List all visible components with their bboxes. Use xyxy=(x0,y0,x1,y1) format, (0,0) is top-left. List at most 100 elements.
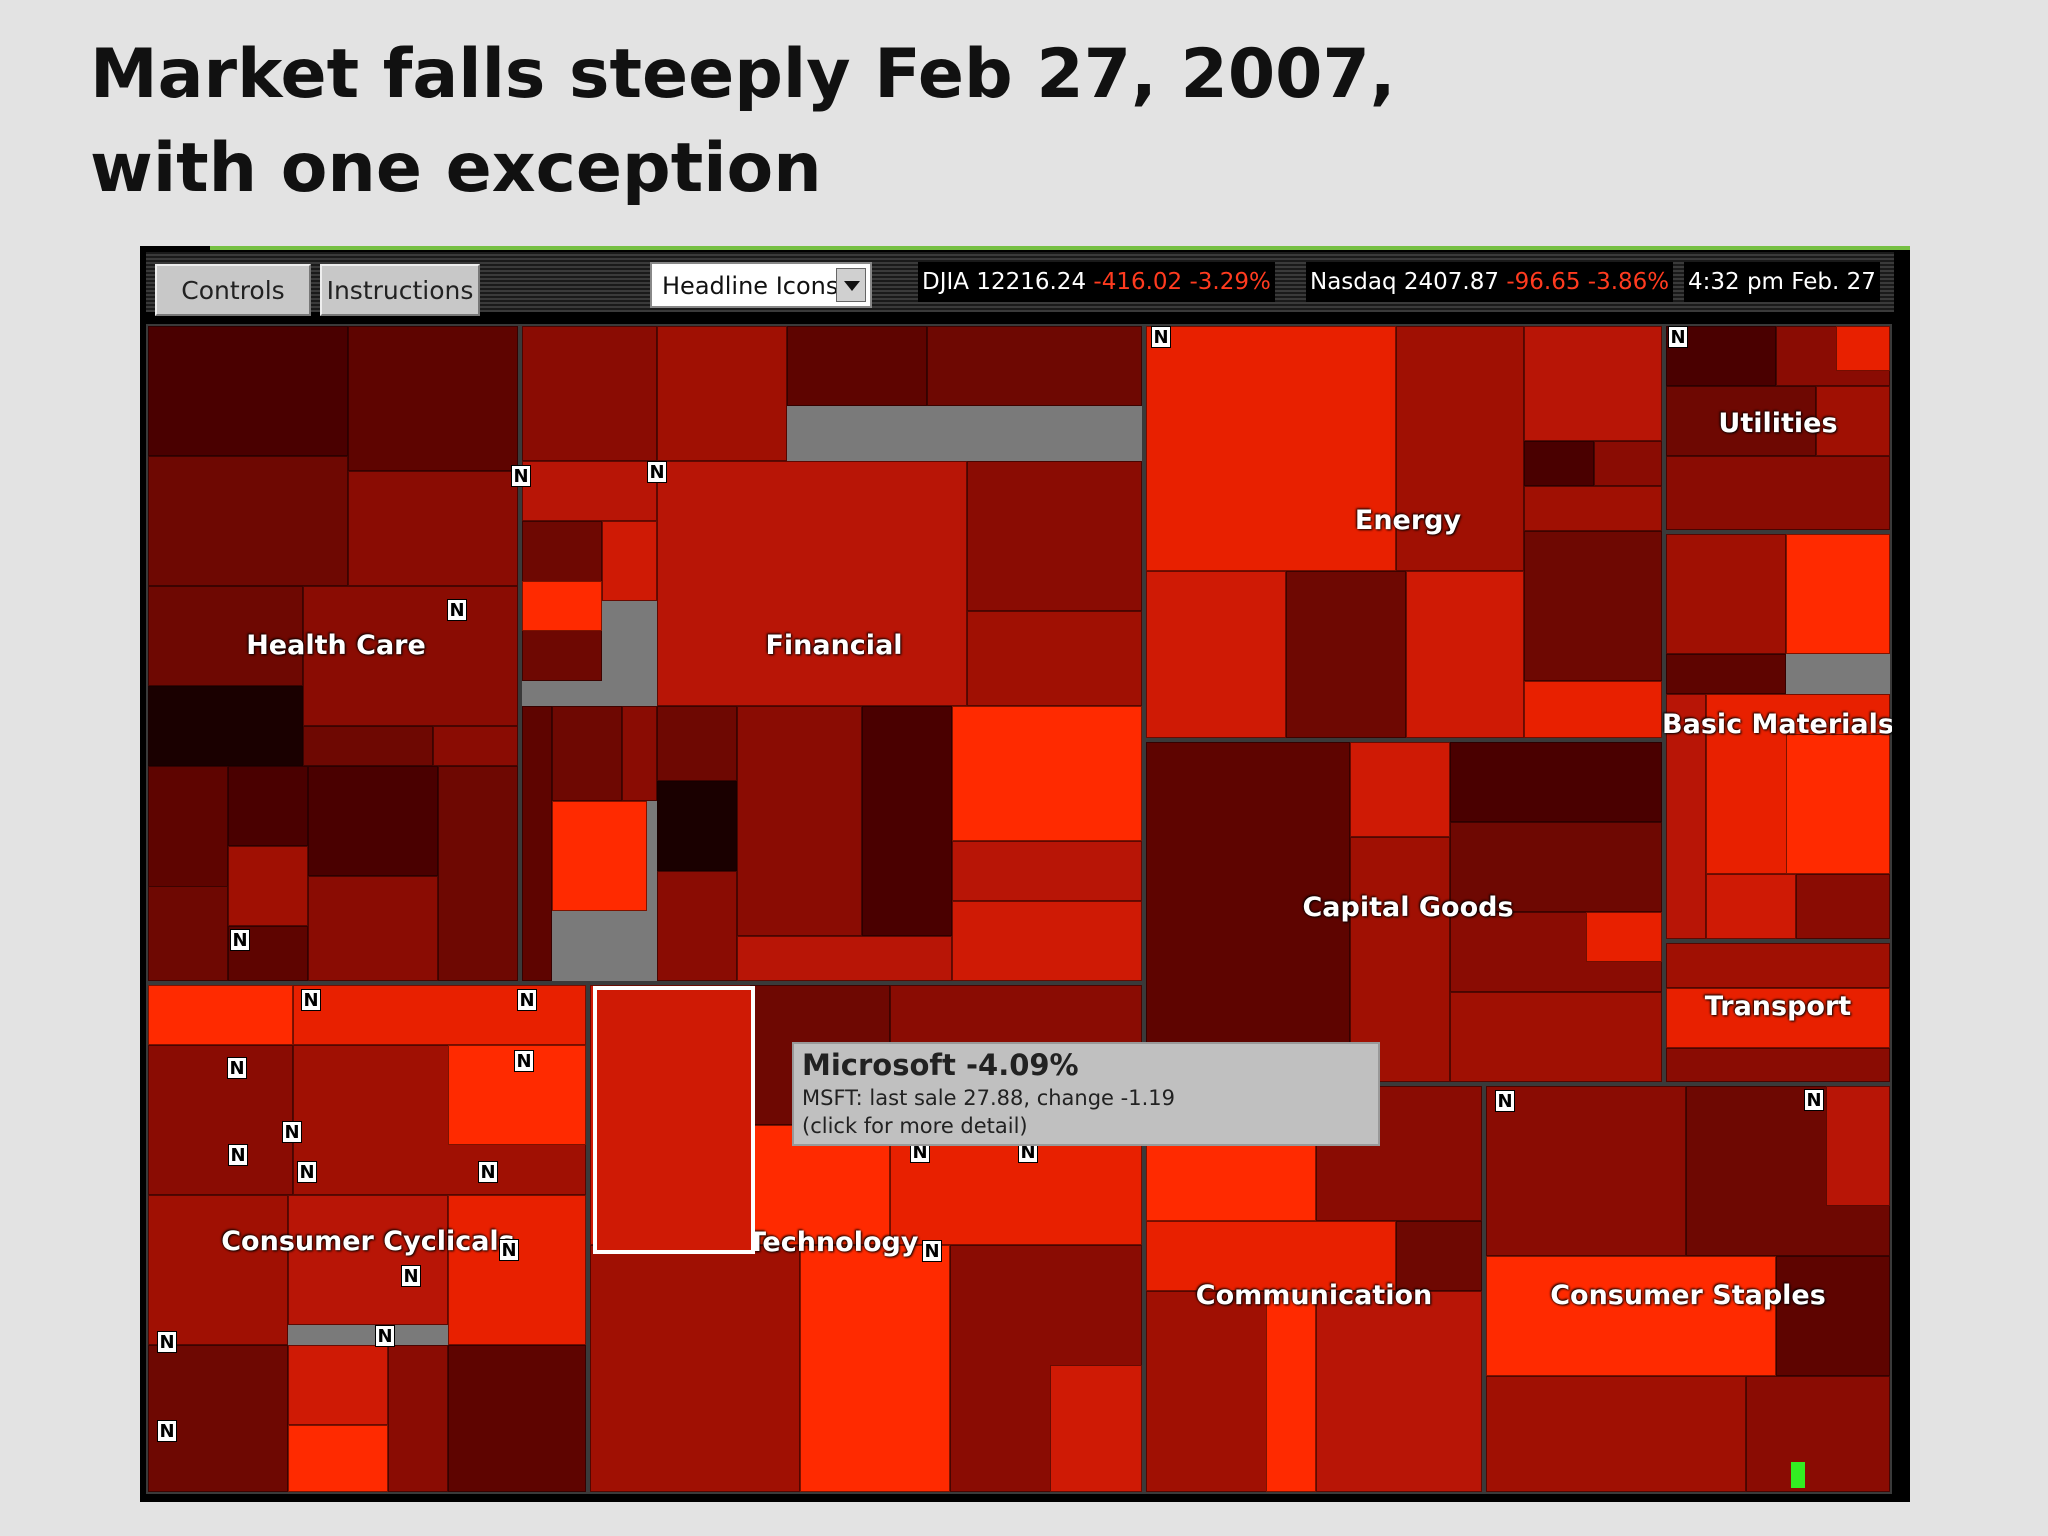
stock-tile[interactable] xyxy=(433,726,518,766)
news-headline-icon[interactable]: N xyxy=(228,1144,248,1166)
news-headline-icon[interactable]: N xyxy=(499,1239,519,1261)
news-headline-icon[interactable]: N xyxy=(478,1161,498,1183)
news-headline-icon[interactable]: N xyxy=(514,1050,534,1072)
stock-tile[interactable] xyxy=(552,801,647,911)
stock-tile[interactable] xyxy=(228,766,308,846)
stock-tile[interactable] xyxy=(657,781,737,871)
controls-button[interactable]: Controls xyxy=(155,264,311,316)
microsoft-stock-tile[interactable] xyxy=(593,986,755,1254)
stock-tile[interactable] xyxy=(927,326,1142,406)
stock-tile[interactable] xyxy=(1524,326,1662,441)
stock-tile[interactable] xyxy=(1746,1376,1890,1492)
stock-tile[interactable] xyxy=(657,871,737,981)
stock-tile[interactable] xyxy=(1836,326,1890,371)
stock-tile[interactable] xyxy=(1594,441,1662,486)
stock-tile[interactable] xyxy=(1396,1221,1482,1291)
stock-tile[interactable] xyxy=(448,1345,586,1492)
rising-stock-tile[interactable] xyxy=(1791,1462,1805,1488)
news-headline-icon[interactable]: N xyxy=(157,1420,177,1442)
stock-tile[interactable] xyxy=(1450,992,1662,1082)
stock-tile[interactable] xyxy=(522,581,602,631)
news-headline-icon[interactable]: N xyxy=(647,461,667,483)
news-headline-icon[interactable]: N xyxy=(922,1240,942,1262)
stock-tile[interactable] xyxy=(967,611,1142,706)
stock-tile[interactable] xyxy=(1666,1048,1890,1082)
stock-tile[interactable] xyxy=(1146,326,1396,571)
stock-tile[interactable] xyxy=(1406,571,1524,738)
news-headline-icon[interactable]: N xyxy=(910,1141,930,1163)
stock-tile[interactable] xyxy=(388,1345,448,1492)
stock-tile[interactable] xyxy=(148,456,348,586)
stock-tile[interactable] xyxy=(308,766,438,876)
news-headline-icon[interactable]: N xyxy=(517,989,537,1011)
stock-tile[interactable] xyxy=(952,901,1142,981)
stock-tile[interactable] xyxy=(1666,386,1816,456)
news-headline-icon[interactable]: N xyxy=(282,1121,302,1143)
stock-tile[interactable] xyxy=(1666,943,1890,988)
stock-tile[interactable] xyxy=(1146,1221,1396,1291)
news-headline-icon[interactable]: N xyxy=(297,1161,317,1183)
stock-tile[interactable] xyxy=(1666,654,1786,694)
news-headline-icon[interactable]: N xyxy=(1495,1090,1515,1112)
news-headline-icon[interactable]: N xyxy=(1668,326,1688,348)
dropdown-arrow-icon[interactable] xyxy=(836,268,866,302)
stock-tile[interactable] xyxy=(522,461,657,521)
stock-tile[interactable] xyxy=(1826,1086,1890,1206)
stock-tile[interactable] xyxy=(148,326,348,456)
stock-tile[interactable] xyxy=(148,886,228,981)
stock-tile[interactable] xyxy=(622,706,657,801)
stock-tile[interactable] xyxy=(1050,1365,1142,1492)
stock-tile[interactable] xyxy=(1450,822,1662,912)
stock-tile[interactable] xyxy=(602,521,657,601)
stock-tile[interactable] xyxy=(1586,912,1662,962)
stock-tile[interactable] xyxy=(1666,456,1890,530)
stock-tile[interactable] xyxy=(522,706,552,981)
stock-tile[interactable] xyxy=(148,985,293,1045)
stock-tile[interactable] xyxy=(148,1345,288,1492)
stock-tile[interactable] xyxy=(1266,1291,1316,1492)
instructions-button[interactable]: Instructions xyxy=(320,264,480,316)
stock-tile[interactable] xyxy=(1524,441,1594,486)
stock-tile[interactable] xyxy=(737,936,952,981)
stock-tile[interactable] xyxy=(1786,534,1890,654)
stock-tile[interactable] xyxy=(303,726,433,766)
stock-tile[interactable] xyxy=(1350,742,1450,837)
stock-tile[interactable] xyxy=(293,985,586,1045)
stock-tile[interactable] xyxy=(148,1045,293,1195)
stock-tile[interactable] xyxy=(1486,1256,1776,1376)
stock-tile[interactable] xyxy=(148,1195,288,1345)
stock-tile[interactable] xyxy=(348,471,518,586)
stock-tile[interactable] xyxy=(1816,386,1890,456)
stock-tile[interactable] xyxy=(737,706,862,936)
news-headline-icon[interactable]: N xyxy=(375,1325,395,1347)
stock-tile[interactable] xyxy=(288,1425,388,1492)
stock-tile[interactable] xyxy=(1450,742,1662,822)
stock-tile[interactable] xyxy=(952,841,1142,901)
stock-tile[interactable] xyxy=(1796,874,1890,939)
stock-tile[interactable] xyxy=(952,706,1142,841)
stock-tile[interactable] xyxy=(1776,1256,1890,1376)
stock-tile[interactable] xyxy=(657,461,967,706)
stock-tile[interactable] xyxy=(1286,571,1406,738)
stock-tile[interactable] xyxy=(303,586,518,726)
stock-tile[interactable] xyxy=(552,706,622,801)
stock-tile[interactable] xyxy=(1524,486,1662,531)
stock-tile[interactable] xyxy=(967,461,1142,611)
stock-tile[interactable] xyxy=(1706,874,1796,939)
stock-tile[interactable] xyxy=(862,706,952,936)
stock-tile[interactable] xyxy=(1316,1086,1482,1221)
stock-tile[interactable] xyxy=(800,1245,950,1492)
news-headline-icon[interactable]: N xyxy=(511,465,531,487)
stock-tile[interactable] xyxy=(657,706,737,781)
view-mode-select[interactable]: Headline Icons xyxy=(650,262,872,308)
stock-tile[interactable] xyxy=(1666,326,1776,386)
stock-tile[interactable] xyxy=(438,766,518,981)
stock-tile[interactable] xyxy=(1350,837,1450,1082)
stock-tile[interactable] xyxy=(288,1345,388,1425)
news-headline-icon[interactable]: N xyxy=(401,1265,421,1287)
stock-tile[interactable] xyxy=(148,686,303,766)
news-headline-icon[interactable]: N xyxy=(447,599,467,621)
stock-tile[interactable] xyxy=(1666,694,1706,939)
stock-tile[interactable] xyxy=(1146,571,1286,738)
stock-tile[interactable] xyxy=(348,326,518,471)
